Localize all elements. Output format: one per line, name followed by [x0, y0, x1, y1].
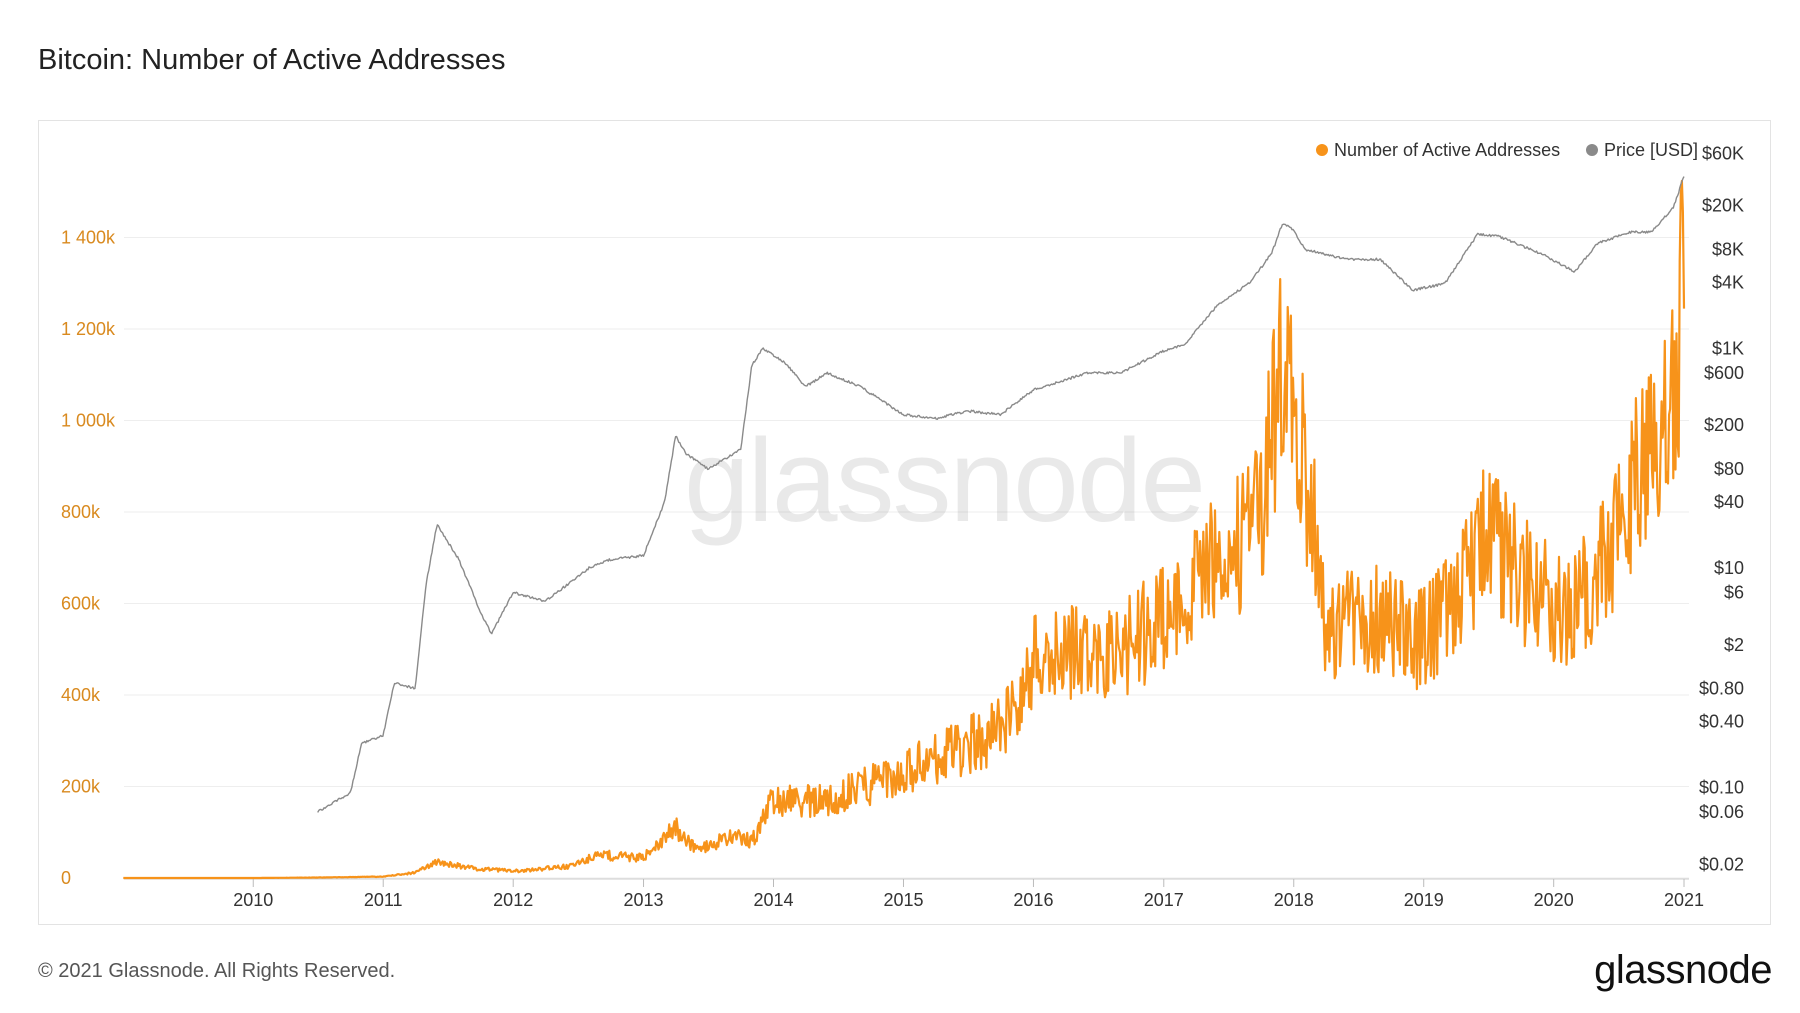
grid [124, 237, 1689, 879]
legend-item-price[interactable]: Price [USD] [1586, 140, 1698, 160]
y-right-tick-label: $4K [1712, 272, 1744, 292]
y-left-tick-label: 800k [61, 502, 101, 522]
series-line-active-addresses [123, 179, 1686, 880]
y-left-tick-label: 0 [61, 868, 71, 888]
x-tick-label: 2010 [233, 890, 273, 910]
x-tick-label: 2016 [1013, 890, 1053, 910]
y-right-tick-label: $60K [1702, 143, 1744, 163]
y-right-tick-label: $40 [1714, 492, 1744, 512]
y-right-tick-label: $0.10 [1699, 778, 1744, 798]
x-axis: 2010 2011 2012 2013 2014 2015 2016 2017 2018 2019… [124, 878, 1704, 910]
y-right-tick-label: $0.02 [1699, 854, 1744, 874]
x-tick-label: 2011 [364, 890, 403, 910]
legend-item-active-addresses[interactable]: Number of Active Addresses [1316, 140, 1560, 160]
legend: Number of Active Addresses Price [USD] [1316, 140, 1698, 160]
y-axis-left: 0 200k 400k 600k 800k 1 000k 1 200k 1 400k [61, 228, 116, 889]
x-tick-label: 2018 [1274, 890, 1314, 910]
y-right-tick-label: $200 [1704, 415, 1744, 435]
y-right-tick-label: $2 [1724, 635, 1744, 655]
x-tick-label: 2020 [1534, 890, 1574, 910]
y-right-tick-label: $80 [1714, 459, 1744, 479]
y-right-tick-label: $20K [1702, 196, 1744, 216]
legend-swatch [1316, 144, 1328, 156]
chart: glassnode 2010 2011 2012 2013 2014 2015 2016 20… [61, 140, 1744, 910]
y-left-tick-label: 400k [61, 685, 101, 705]
legend-swatch [1586, 144, 1598, 156]
x-tick-label: 2017 [1144, 890, 1184, 910]
y-right-tick-label: $600 [1704, 363, 1744, 383]
y-left-tick-label: 1 000k [61, 411, 116, 431]
y-right-tick-label: $1K [1712, 339, 1744, 359]
y-right-tick-label: $6 [1724, 582, 1744, 602]
series-line-price [317, 176, 1685, 813]
y-left-tick-label: 1 400k [61, 228, 116, 248]
x-tick-label: 2012 [493, 890, 533, 910]
page-title: Bitcoin: Number of Active Addresses [38, 44, 506, 76]
brand-logo: glassnode [1594, 948, 1772, 992]
y-axis-right: $60K $20K $8K $4K $1K $600 $200 $80 $40 $10 $6 $2 $0… [1699, 143, 1744, 874]
x-tick-label: 2013 [624, 890, 664, 910]
y-right-tick-label: $0.80 [1699, 678, 1744, 698]
y-right-tick-label: $0.40 [1699, 711, 1744, 731]
y-left-tick-label: 600k [61, 594, 101, 614]
legend-label: Price [USD] [1604, 140, 1698, 160]
y-left-tick-label: 200k [61, 777, 101, 797]
watermark: glassnode [684, 415, 1204, 547]
y-left-tick-label: 1 200k [61, 319, 116, 339]
y-right-tick-label: $0.06 [1699, 802, 1744, 822]
x-tick-label: 2014 [753, 890, 793, 910]
chart-panel: glassnode 2010 2011 2012 2013 2014 2015 2016 20… [38, 120, 1771, 925]
y-right-tick-label: $10 [1714, 558, 1744, 578]
x-tick-label: 2019 [1404, 890, 1444, 910]
y-right-tick-label: $8K [1712, 239, 1744, 259]
x-tick-label: 2021 [1664, 890, 1704, 910]
legend-label: Number of Active Addresses [1334, 140, 1560, 160]
copyright-text: © 2021 Glassnode. All Rights Reserved. [38, 960, 396, 982]
x-tick-label: 2015 [883, 890, 923, 910]
